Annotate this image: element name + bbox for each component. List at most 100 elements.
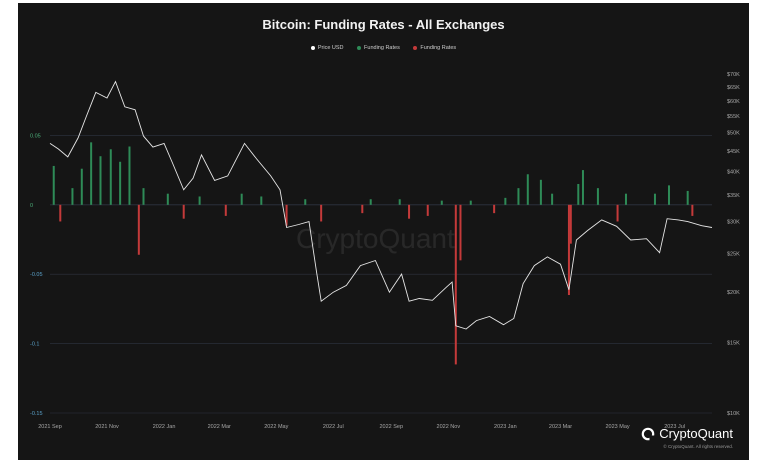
x-tick-label: 2022 Nov <box>437 424 461 430</box>
right-tick-label: $10K <box>727 411 740 417</box>
x-tick-label: 2021 Sep <box>38 424 62 430</box>
funding-bar <box>198 196 201 205</box>
funding-bar <box>653 193 656 205</box>
chart-legend: Price USD Funding Rates Funding Rates <box>18 45 749 51</box>
funding-bar <box>517 188 520 205</box>
funding-bar <box>667 185 670 205</box>
funding-bar <box>459 204 462 261</box>
funding-bars <box>52 142 694 365</box>
brand-copyright: © CryptoQuant. All rights reserved. <box>663 444 733 449</box>
funding-bar <box>624 193 627 205</box>
left-tick-label: -0.15 <box>30 411 43 417</box>
funding-bar <box>691 204 694 216</box>
right-tick-label: $60K <box>727 99 740 105</box>
left-tick-label: -0.05 <box>30 272 43 278</box>
left-tick-label: 0.05 <box>30 133 41 139</box>
funding-bar <box>52 165 55 205</box>
funding-bar <box>260 196 263 205</box>
funding-bar <box>504 197 507 205</box>
left-tick-label: 0 <box>30 203 33 209</box>
funding-bar <box>137 204 140 255</box>
brand-row: CryptoQuant <box>641 425 733 443</box>
right-tick-label: $65K <box>727 85 740 91</box>
chart-title: Bitcoin: Funding Rates - All Exchanges <box>262 17 505 32</box>
right-tick-label: $55K <box>727 114 740 120</box>
funding-bar <box>99 156 102 205</box>
left-tick-label: -0.1 <box>30 342 39 348</box>
funding-bar <box>493 204 496 214</box>
funding-bar <box>109 149 112 205</box>
funding-bar <box>304 199 307 205</box>
funding-bar <box>80 168 83 205</box>
funding-bar <box>526 174 529 205</box>
funding-bar <box>142 188 145 205</box>
funding-bar <box>166 193 169 205</box>
funding-bar <box>398 199 401 205</box>
funding-bar <box>408 204 411 219</box>
x-tick-label: 2021 Nov <box>95 424 119 430</box>
price-line-layer <box>49 80 713 330</box>
funding-bar <box>59 204 62 222</box>
x-tick-label: 2022 Sep <box>380 424 404 430</box>
legend-marker-funding-positive <box>357 45 362 50</box>
legend-entry-price[interactable]: Price USD <box>310 45 344 51</box>
right-tick-label: $20K <box>727 290 740 296</box>
x-tick-label: 2022 May <box>264 424 288 430</box>
funding-bar <box>119 161 122 205</box>
x-axis: 2021 Sep 2021 Nov 2022 Jan 2022 Mar 2022 May… <box>38 424 685 430</box>
watermark-text: CryptoQuant <box>296 223 455 254</box>
funding-bar <box>90 142 93 205</box>
funding-bar <box>320 204 323 222</box>
funding-bar <box>361 204 364 214</box>
legend-label-funding-positive: Funding Rates <box>364 45 400 51</box>
right-tick-label: $70K <box>727 72 740 78</box>
funding-bar <box>577 183 580 205</box>
funding-bar <box>569 204 572 244</box>
funding-bar <box>369 199 372 205</box>
funding-bar <box>240 193 243 205</box>
brand-block: CryptoQuant © CryptoQuant. All rights re… <box>641 425 733 449</box>
cryptoquant-logo-icon <box>641 427 655 441</box>
right-axis: $70K $65K $60K $55K $50K $45K $40K $35K $30K $25K… <box>727 72 740 417</box>
right-tick-label: $40K <box>727 169 740 175</box>
x-tick-label: 2022 Jan <box>153 424 176 430</box>
funding-bar <box>182 204 185 219</box>
right-tick-label: $30K <box>727 220 740 226</box>
funding-bar <box>224 204 227 216</box>
funding-bar <box>285 204 288 226</box>
legend-entry-funding-negative[interactable]: Funding Rates <box>413 45 456 51</box>
funding-bar <box>596 188 599 205</box>
funding-bar <box>539 179 542 205</box>
right-tick-label: $50K <box>727 131 740 137</box>
x-tick-label: 2023 May <box>605 424 629 430</box>
funding-bar <box>469 200 472 205</box>
price-line <box>49 80 713 330</box>
x-tick-label: 2022 Jul <box>323 424 344 430</box>
funding-bar <box>440 200 443 205</box>
legend-entry-funding-positive[interactable]: Funding Rates <box>357 45 400 51</box>
right-tick-label: $45K <box>727 149 740 155</box>
funding-bar <box>686 190 689 205</box>
legend-label-funding-negative: Funding Rates <box>420 45 457 51</box>
funding-bar <box>71 188 74 205</box>
right-tick-label: $35K <box>727 193 740 199</box>
chart-canvas: 0.05 0 -0.05 -0.1 -0.15 $70K $65K $60K $55K $50K… <box>30 72 740 430</box>
legend-label-price: Price USD <box>317 45 344 51</box>
legend-marker-funding-negative <box>413 45 418 50</box>
left-axis: 0.05 0 -0.05 -0.1 -0.15 <box>30 133 43 417</box>
chart-panel: Bitcoin: Funding Rates - All Exchanges P… <box>18 3 749 460</box>
legend-marker-price <box>310 45 315 50</box>
x-tick-label: 2022 Mar <box>208 424 231 430</box>
funding-bar <box>567 204 570 296</box>
right-tick-label: $25K <box>727 251 740 257</box>
right-tick-label: $15K <box>727 340 740 346</box>
x-tick-label: 2023 Jul <box>664 424 685 430</box>
funding-bar <box>454 204 457 365</box>
funding-bar <box>128 146 131 205</box>
x-tick-label: 2023 Mar <box>549 424 572 430</box>
funding-bar <box>551 193 554 205</box>
funding-bar <box>616 204 619 222</box>
funding-bar <box>581 170 584 205</box>
funding-bar <box>426 204 429 216</box>
brand-name: CryptoQuant <box>659 426 733 441</box>
